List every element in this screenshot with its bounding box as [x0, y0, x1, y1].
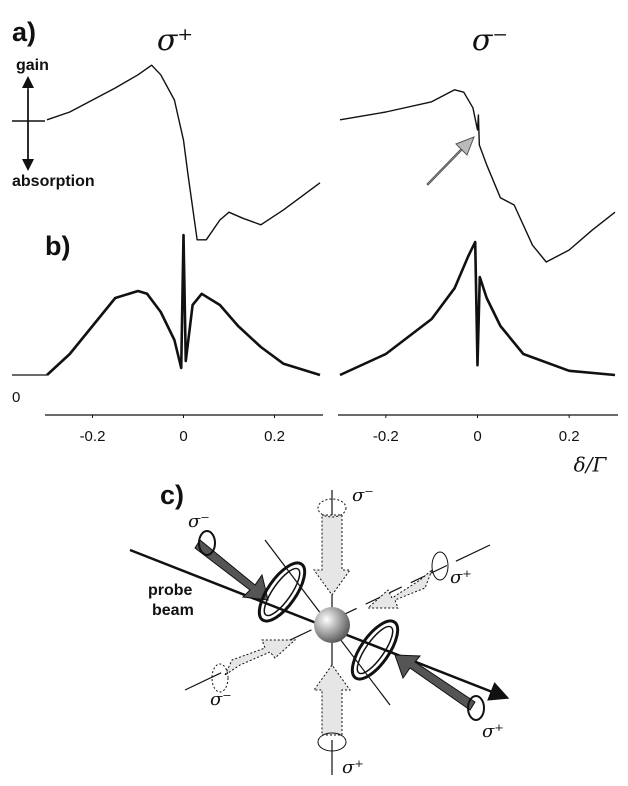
x-tick-label: -0.2 — [80, 428, 106, 445]
polarization-label: σ⁺ — [482, 721, 504, 742]
curve — [340, 90, 615, 262]
polarization-label: σ⁺ — [342, 757, 364, 778]
pointer-arrow — [427, 137, 474, 185]
diagram — [130, 490, 500, 775]
curve — [47, 65, 320, 240]
curve — [47, 235, 320, 375]
polarization-label: σ⁺ — [450, 567, 472, 588]
ring — [344, 614, 406, 686]
x-tick-label: 0.2 — [264, 428, 285, 445]
x-tick-label: 0 — [473, 428, 481, 445]
atom — [314, 607, 350, 643]
chart-title: σ⁻ — [472, 23, 508, 58]
polarization-label: σ⁻ — [188, 511, 210, 532]
polarization-label: σ⁻ — [210, 689, 232, 710]
probe-label: beam — [152, 602, 194, 619]
panel-label: b) — [45, 231, 70, 261]
x-tick-label: -0.2 — [373, 428, 399, 445]
probe-label: probe — [148, 582, 193, 599]
page: a) b) c) gain absorption probe beam σ⁻ — [0, 0, 628, 786]
x-tick-label: 0.2 — [559, 428, 580, 445]
beam-arrow — [395, 655, 475, 710]
x-tick-label: 0 — [179, 428, 187, 445]
curve — [340, 242, 615, 375]
panel-label: a) — [12, 17, 36, 47]
y-tick-label: 0 — [12, 389, 20, 406]
annotation: absorption — [12, 173, 95, 190]
polarization-label: σ⁻ — [352, 485, 374, 506]
x-axis-label: δ/Γ — [574, 453, 608, 477]
chart-title: σ⁺ — [157, 23, 193, 58]
ring — [212, 664, 228, 692]
figure: a) b) c) gain absorption probe beam σ⁻ — [0, 0, 628, 781]
annotation: gain — [16, 57, 49, 74]
panel-label: c) — [160, 480, 184, 510]
